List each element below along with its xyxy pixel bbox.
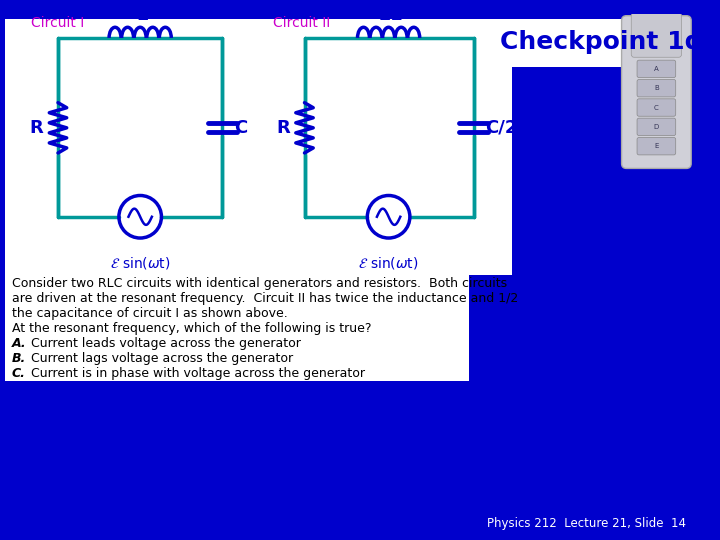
Text: Circuit II: Circuit II — [273, 16, 330, 30]
FancyBboxPatch shape — [637, 99, 675, 116]
Text: Circuit I: Circuit I — [31, 16, 84, 30]
Text: B.: B. — [12, 352, 26, 365]
Text: R: R — [276, 119, 290, 137]
FancyBboxPatch shape — [5, 273, 469, 381]
Text: A: A — [654, 66, 659, 72]
Text: $\mathcal{E}$ sin($\omega$t): $\mathcal{E}$ sin($\omega$t) — [110, 255, 171, 272]
Text: B: B — [654, 85, 659, 91]
Text: A.: A. — [12, 336, 26, 349]
FancyBboxPatch shape — [5, 18, 513, 275]
Text: Current leads voltage across the generator: Current leads voltage across the generat… — [27, 336, 301, 349]
Text: L: L — [136, 6, 148, 24]
Text: Checkpoint 1d: Checkpoint 1d — [500, 30, 703, 54]
Text: $\mathcal{E}$ sin($\omega$t): $\mathcal{E}$ sin($\omega$t) — [359, 255, 419, 272]
FancyBboxPatch shape — [637, 138, 675, 155]
Text: C.: C. — [12, 367, 25, 380]
FancyBboxPatch shape — [621, 16, 691, 168]
Text: Current lags voltage across the generator: Current lags voltage across the generato… — [27, 352, 293, 365]
Text: C: C — [234, 119, 247, 137]
Text: are driven at the resonant frequency.  Circuit II has twice the inductance and 1: are driven at the resonant frequency. Ci… — [12, 292, 518, 305]
Text: the capacitance of circuit I as shown above.: the capacitance of circuit I as shown ab… — [12, 307, 287, 320]
Text: 2L: 2L — [379, 6, 402, 24]
Text: C: C — [654, 105, 659, 111]
FancyBboxPatch shape — [637, 60, 675, 78]
Text: C/2: C/2 — [485, 119, 518, 137]
Text: Physics 212  Lecture 21, Slide  14: Physics 212 Lecture 21, Slide 14 — [487, 517, 686, 530]
Text: At the resonant frequency, which of the following is true?: At the resonant frequency, which of the … — [12, 322, 371, 335]
Text: R: R — [30, 119, 44, 137]
FancyBboxPatch shape — [637, 118, 675, 136]
FancyBboxPatch shape — [637, 79, 675, 97]
Text: Current is in phase with voltage across the generator: Current is in phase with voltage across … — [27, 367, 365, 380]
Text: E: E — [654, 143, 659, 149]
Text: D: D — [654, 124, 659, 130]
FancyBboxPatch shape — [513, 18, 691, 67]
Text: Consider two RLC circuits with identical generators and resistors.  Both circuit: Consider two RLC circuits with identical… — [12, 276, 507, 289]
FancyBboxPatch shape — [631, 13, 682, 57]
